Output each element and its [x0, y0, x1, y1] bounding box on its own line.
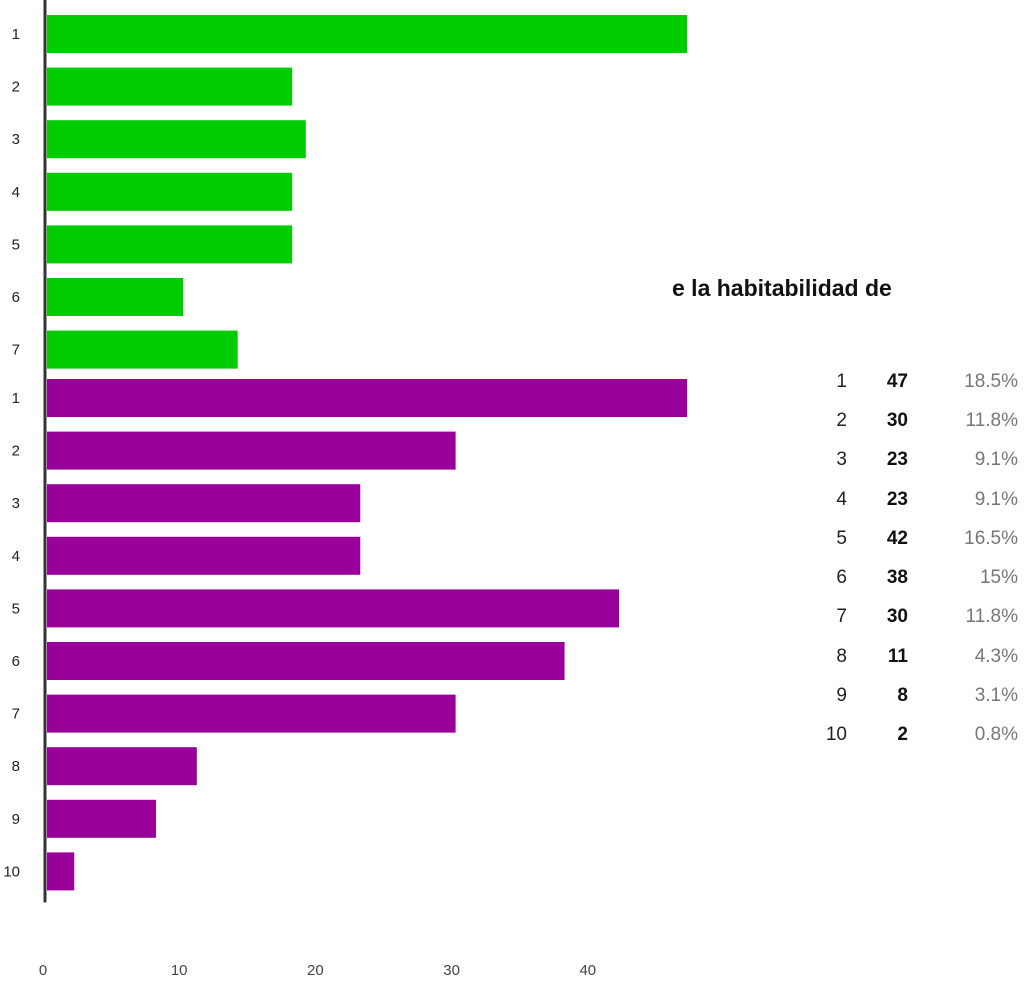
- summary-category: 2: [836, 409, 847, 431]
- summary-count: 30: [886, 409, 908, 431]
- category-label: 3: [12, 131, 20, 148]
- summary-percent: 0.8%: [974, 724, 1018, 746]
- category-label: 7: [12, 342, 20, 359]
- summary-count: 2: [897, 724, 908, 746]
- category-label: 1: [12, 390, 20, 407]
- bar-5: [47, 225, 293, 264]
- bar-1: [47, 15, 688, 53]
- summary-percent: 9.1%: [974, 449, 1018, 471]
- summary-row: 1 47 18.5%: [800, 362, 1018, 401]
- summary-count: 23: [886, 449, 908, 471]
- summary-row: 3 23 9.1%: [800, 441, 1018, 480]
- category-label: 4: [12, 184, 20, 201]
- category-label: 2: [12, 443, 20, 460]
- category-label: 6: [12, 653, 20, 670]
- summary-category: 7: [836, 606, 847, 628]
- bar-7: [47, 694, 456, 733]
- summary-count: 42: [886, 527, 908, 549]
- summary-percent: 4.3%: [974, 645, 1018, 667]
- category-label: 5: [12, 236, 20, 253]
- bar-10: [47, 852, 75, 891]
- category-label: 9: [12, 811, 20, 828]
- summary-count: 30: [886, 606, 908, 628]
- summary-category: 4: [836, 488, 847, 510]
- bar-3: [47, 484, 361, 523]
- summary-count: 11: [887, 645, 908, 667]
- bar-4: [47, 536, 361, 575]
- summary-category: 6: [836, 567, 847, 589]
- summary-row: 7 30 11.8%: [800, 598, 1018, 637]
- x-tick-label: 30: [443, 962, 460, 979]
- category-label: 3: [12, 495, 20, 512]
- bar-7: [47, 330, 238, 369]
- summary-percent: 11.8%: [965, 409, 1018, 431]
- summary-count: 8: [897, 685, 908, 707]
- bar-8: [47, 747, 197, 786]
- bar-3: [47, 120, 306, 159]
- summary-row: 5 42 16.5%: [800, 519, 1018, 558]
- category-label: 10: [3, 863, 20, 880]
- chart-2: 1 2 3 4 5 6 7 8 9 10 0 10 20 30 40: [3, 364, 688, 979]
- summary-count: 47: [886, 370, 908, 392]
- x-tick-label: 20: [307, 962, 324, 979]
- summary-category: 8: [836, 645, 847, 667]
- category-label: 8: [12, 758, 20, 775]
- summary-count: 23: [886, 488, 908, 510]
- bar-2: [47, 431, 456, 470]
- bar-6: [47, 278, 184, 316]
- summary-percent: 15%: [979, 567, 1018, 589]
- bar-1: [47, 379, 688, 417]
- bar-4: [47, 172, 293, 211]
- bar-5: [47, 589, 620, 628]
- x-tick-label: 10: [171, 962, 188, 979]
- summary-count: 38: [886, 567, 908, 589]
- bar-2: [47, 67, 293, 106]
- question-heading: e la habitabilidad de: [672, 275, 892, 301]
- summary-category: 5: [836, 527, 847, 549]
- summary-row: 8 11 4.3%: [800, 637, 1018, 676]
- summary-percent: 11.8%: [965, 606, 1018, 628]
- summary-percent: 18.5%: [964, 370, 1018, 392]
- summary-row: 4 23 9.1%: [800, 480, 1018, 519]
- bar-6: [47, 642, 565, 680]
- x-tick-label: 40: [579, 962, 596, 979]
- category-label: 6: [12, 289, 20, 306]
- summary-percent: 3.1%: [974, 685, 1018, 707]
- summary-row: 2 30 11.8%: [800, 401, 1018, 440]
- chart-1: 1 2 3 4 5 6 7: [12, 0, 688, 381]
- category-label: 4: [12, 548, 20, 565]
- category-label: 2: [12, 79, 20, 96]
- summary-percent: 16.5%: [964, 527, 1018, 549]
- summary-row: 10 2 0.8%: [800, 716, 1018, 755]
- bar-9: [47, 799, 156, 838]
- summary-percent: 9.1%: [974, 488, 1018, 510]
- x-tick-label: 0: [39, 962, 47, 979]
- summary-row: 6 38 15%: [800, 558, 1018, 597]
- summary-category: 9: [836, 685, 847, 707]
- summary-table: 1 47 18.5% 2 30 11.8% 3 23 9.1% 4 23 9.1% 5 42 16.5% 6 3…: [800, 362, 1018, 755]
- category-label: 7: [12, 706, 20, 723]
- summary-category: 3: [836, 449, 847, 471]
- category-label: 5: [12, 600, 20, 617]
- summary-category: 10: [825, 724, 847, 746]
- category-label: 1: [12, 26, 20, 43]
- summary-category: 1: [836, 370, 847, 392]
- summary-row: 9 8 3.1%: [800, 676, 1018, 715]
